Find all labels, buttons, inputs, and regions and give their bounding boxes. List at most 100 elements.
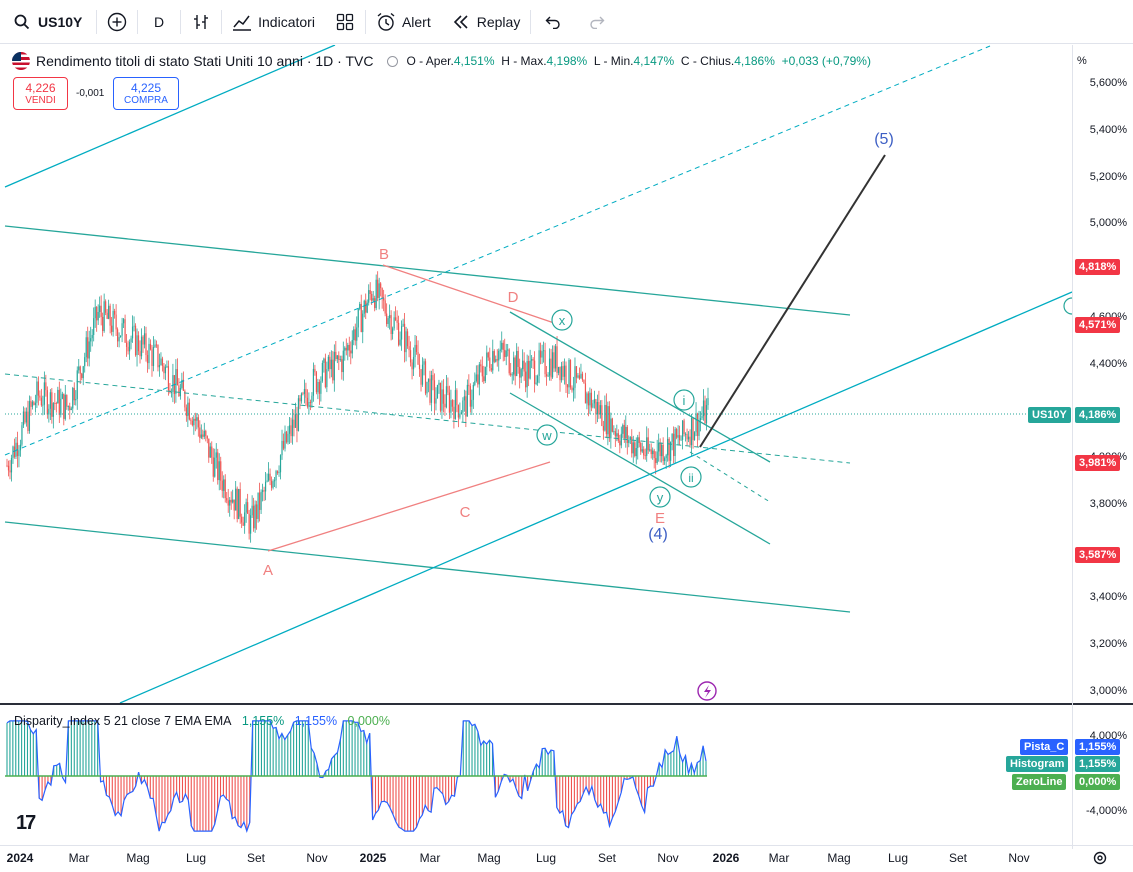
candle-body <box>563 365 566 377</box>
candle-body <box>326 369 328 388</box>
wave-label-c[interactable]: C <box>460 504 471 521</box>
wave-label-4[interactable]: (4) <box>648 526 668 543</box>
legend-dot-icon[interactable] <box>387 55 399 67</box>
candle-body <box>690 417 693 446</box>
undo-button[interactable] <box>531 0 575 44</box>
wave-label-i[interactable]: i <box>673 389 695 411</box>
candle-body <box>384 300 386 314</box>
candle-body <box>701 416 703 419</box>
legend-title[interactable]: Rendimento titoli di stato Stati Uniti 1… <box>36 53 374 69</box>
wedge-upper-line[interactable] <box>509 311 771 463</box>
disparity-index-pane[interactable] <box>0 705 1072 849</box>
candle-body <box>28 401 31 431</box>
price-tag-low: 3,981% <box>1075 455 1121 471</box>
wedge-dashed-line[interactable] <box>689 451 771 503</box>
candle-body <box>628 439 630 443</box>
candle-body <box>347 344 349 351</box>
candle-body <box>279 455 282 473</box>
dashed-midline[interactable] <box>4 373 851 464</box>
replay-button[interactable]: Replay <box>441 0 531 44</box>
candle-body <box>687 436 690 440</box>
sell-button[interactable]: 4,226 VENDI <box>13 77 68 110</box>
candle-body <box>589 392 591 406</box>
candle-body <box>128 342 131 352</box>
wave-label-5[interactable]: (5) <box>874 131 894 148</box>
candle-body <box>200 434 202 438</box>
time-axis[interactable]: 2024 Mar Mag Lug Set Nov 2025 Mar Mag Lug Set Nov 20… <box>0 845 1133 872</box>
triangle-line-a-c[interactable] <box>267 461 551 552</box>
symbol-search-button[interactable]: US10Y <box>0 0 96 44</box>
indicator-name[interactable]: Disparity_Index 5 21 close 7 EMA EMA <box>14 714 232 728</box>
indicators-button[interactable]: Indicatori <box>222 0 325 44</box>
price-tag-d: 4,571% <box>1075 317 1121 333</box>
triangle-line-b-d[interactable] <box>382 264 561 326</box>
candle-body <box>209 446 211 458</box>
settings-gear-icon[interactable] <box>1092 850 1108 866</box>
candle-body <box>468 384 470 387</box>
candle-body <box>193 418 195 426</box>
candle-body <box>659 442 661 457</box>
wave-label-x[interactable]: x <box>551 309 573 331</box>
layouts-button[interactable] <box>325 0 365 44</box>
tradingview-logo[interactable]: 17 <box>16 812 36 834</box>
candle-body <box>90 338 92 342</box>
candle-body <box>418 364 421 370</box>
buy-button[interactable]: 4,225 COMPRA <box>113 77 179 110</box>
wedge-lower-line[interactable] <box>509 392 771 545</box>
candle-body <box>393 317 395 329</box>
candle-body <box>537 376 539 383</box>
price-chart[interactable]: x w i ii y A B C D E (4) (5) <box>0 45 1072 703</box>
candle-body <box>311 395 313 403</box>
bar-style-button[interactable] <box>181 0 221 44</box>
candle-body <box>637 437 639 449</box>
candle-body <box>137 335 140 352</box>
wave-label-ii[interactable]: ii <box>680 466 702 488</box>
channel-upper-line[interactable] <box>4 225 851 316</box>
toolbar-divider <box>96 9 97 34</box>
candle-body <box>302 393 304 395</box>
compare-button[interactable] <box>97 0 137 44</box>
candle-body <box>544 350 546 375</box>
candle-body <box>462 400 464 413</box>
candle-body <box>224 479 226 499</box>
wave-label-b[interactable]: B <box>379 246 389 263</box>
cyan-support-trendline[interactable] <box>119 291 1072 703</box>
pane-separator[interactable] <box>0 703 1133 705</box>
channel-lower-line[interactable] <box>4 521 851 613</box>
event-lightning-icon[interactable] <box>697 681 717 701</box>
interval-button[interactable]: D <box>138 0 180 44</box>
price-tick: 5,600% <box>1089 77 1127 89</box>
candle-body <box>528 361 530 379</box>
candle-body <box>395 317 397 321</box>
alert-button[interactable]: Alert <box>366 0 441 44</box>
redo-button[interactable] <box>575 0 619 44</box>
candle-body <box>18 450 20 457</box>
wave-label-d[interactable]: D <box>508 289 519 306</box>
wave-label-y[interactable]: y <box>649 486 671 508</box>
price-axis[interactable]: % 5,600% 5,400% 5,200% 5,000% 4,600% 4,4… <box>1072 45 1133 849</box>
cyan-dashed-trendline[interactable] <box>4 45 991 456</box>
price-tick: 5,000% <box>1089 217 1127 229</box>
candle-body <box>52 403 54 417</box>
cyan-upper-trendline[interactable] <box>4 45 336 188</box>
price-tag-high: 4,818% <box>1075 259 1121 275</box>
candle-body <box>695 413 697 433</box>
candle-body <box>336 355 338 360</box>
wave-label-w[interactable]: w <box>536 424 558 446</box>
candle-body <box>206 436 208 439</box>
candle-body <box>472 384 474 400</box>
candle-body <box>562 366 564 377</box>
candle-body <box>692 417 694 441</box>
candle-body <box>281 440 283 456</box>
candle-body <box>290 425 292 437</box>
wave-5-projection-line[interactable] <box>699 154 886 448</box>
candle-body <box>360 303 362 333</box>
candle-body <box>586 393 588 404</box>
wave-label-e[interactable]: E <box>655 510 665 527</box>
low-value: 4,147% <box>633 54 675 68</box>
candle-body <box>412 357 415 370</box>
candle-body <box>341 359 343 373</box>
wave-label-a[interactable]: A <box>263 562 273 579</box>
candle-body <box>643 449 645 456</box>
candle-body <box>557 366 560 373</box>
